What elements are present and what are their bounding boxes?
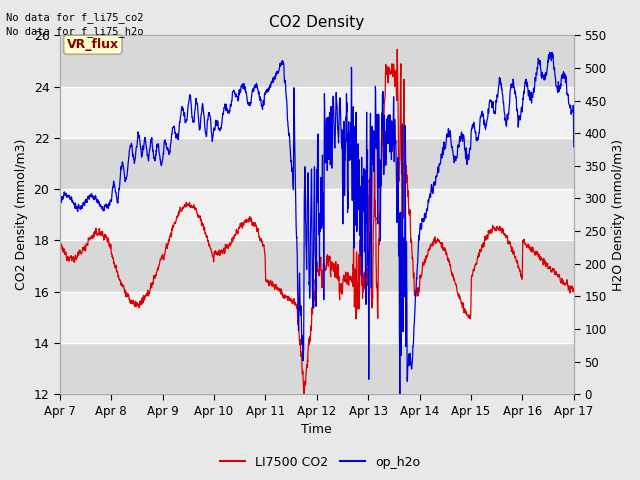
- Title: CO2 Density: CO2 Density: [269, 15, 364, 30]
- X-axis label: Time: Time: [301, 423, 332, 436]
- Bar: [60, 292, 574, 343]
- Bar: [60, 189, 574, 240]
- Y-axis label: CO2 Density (mmol/m3): CO2 Density (mmol/m3): [15, 139, 28, 290]
- Bar: [60, 36, 574, 86]
- Bar: [60, 86, 574, 138]
- Text: VR_flux: VR_flux: [67, 38, 119, 51]
- Y-axis label: H2O Density (mmol/m3): H2O Density (mmol/m3): [612, 139, 625, 291]
- Text: No data for f_li75_co2: No data for f_li75_co2: [6, 12, 144, 23]
- Bar: [60, 240, 574, 292]
- Legend: LI7500 CO2, op_h2o: LI7500 CO2, op_h2o: [214, 451, 426, 474]
- Bar: [60, 343, 574, 394]
- Bar: [60, 138, 574, 189]
- Text: No data for f_li75_h2o: No data for f_li75_h2o: [6, 26, 144, 37]
